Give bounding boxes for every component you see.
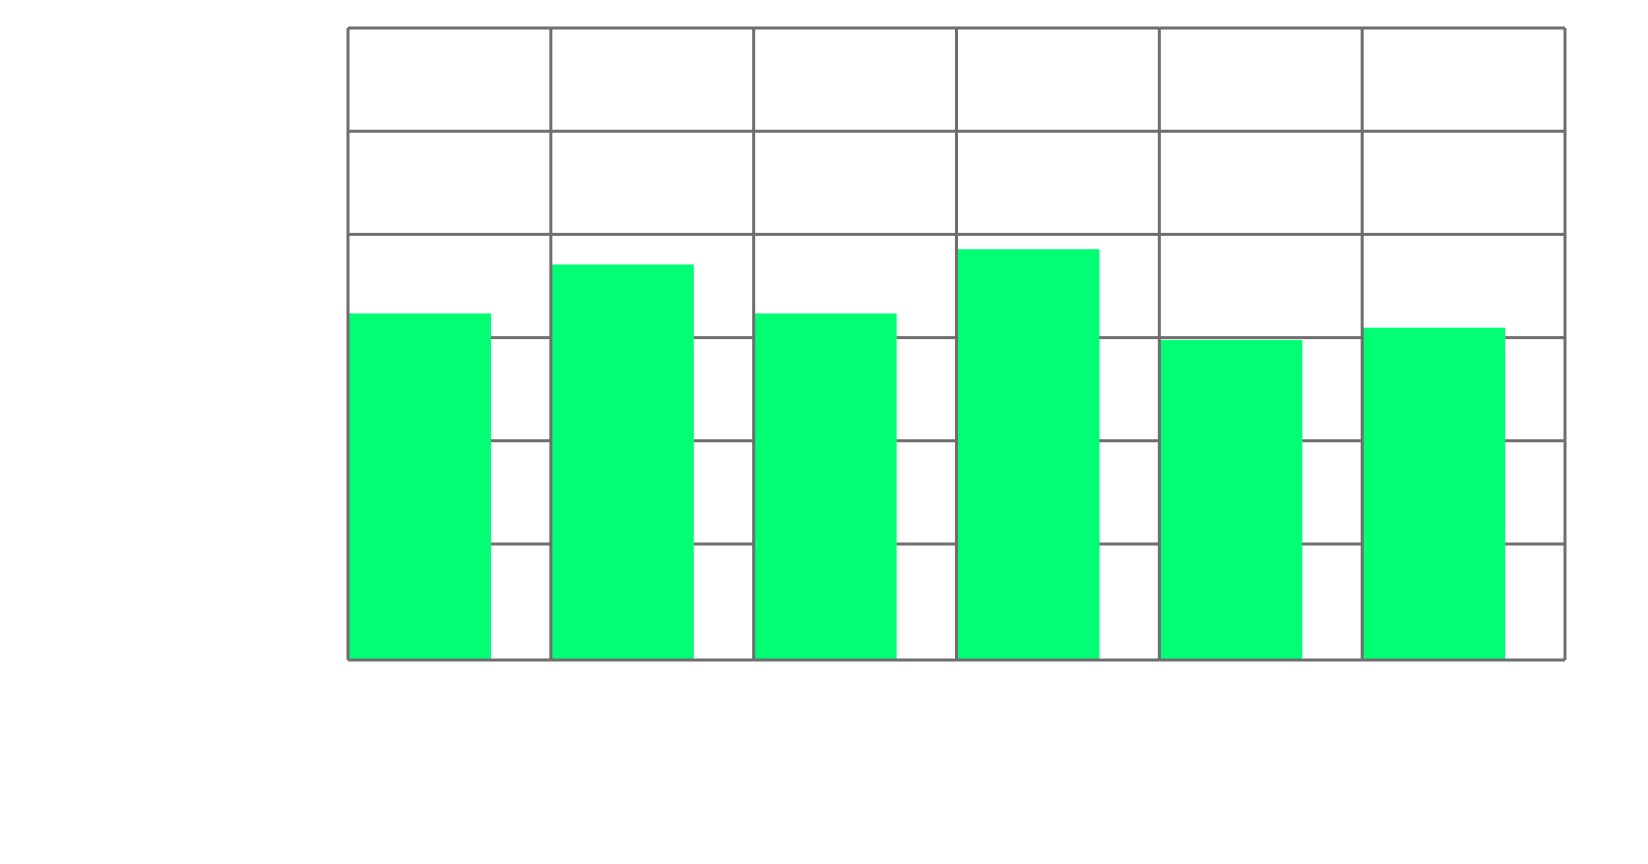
bar-5 [1160,339,1303,660]
grid-layer [346,26,1567,662]
bar-6 [1363,327,1506,660]
bar-1 [349,313,491,660]
bar-3 [754,313,897,660]
bars-layer [349,249,1506,660]
bar-2 [551,264,694,660]
bar-4 [957,249,1100,660]
